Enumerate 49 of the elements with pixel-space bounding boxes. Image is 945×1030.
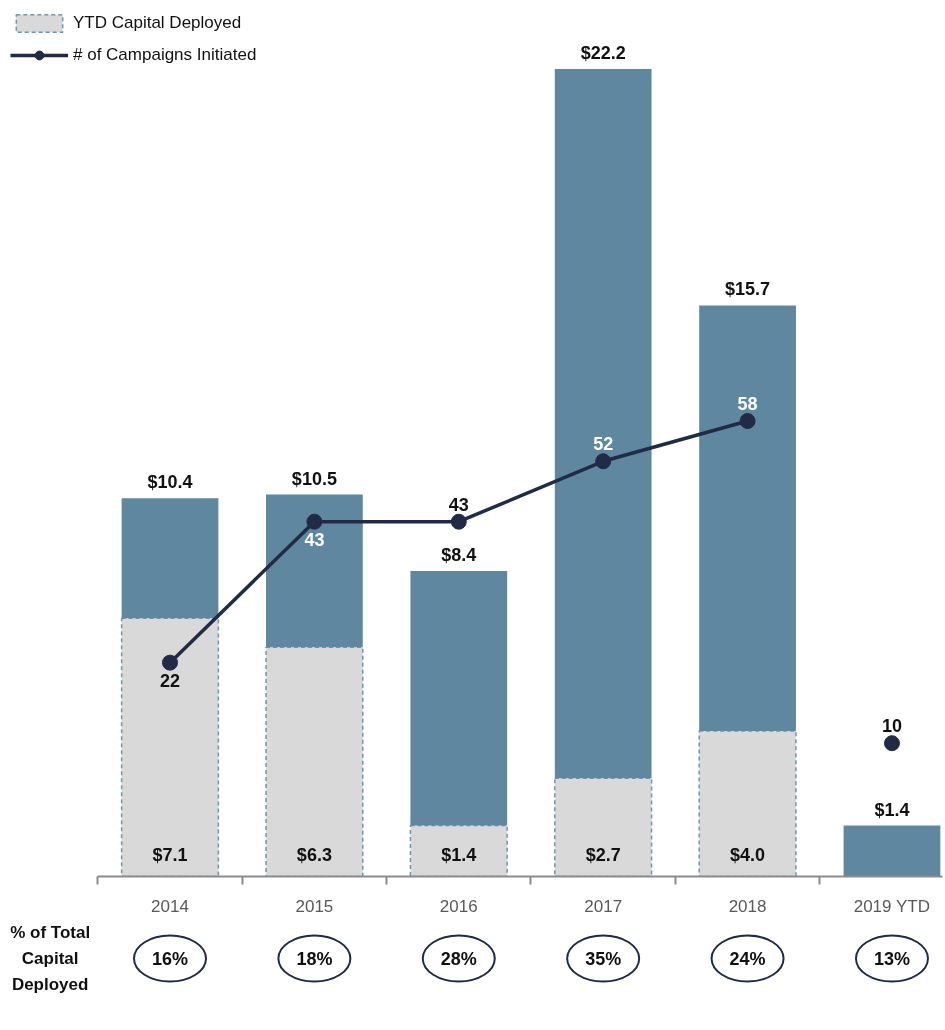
data-label: 10	[881, 716, 902, 737]
data-label: $1.4	[441, 844, 477, 865]
point	[450, 513, 467, 530]
bar	[120, 617, 220, 877]
data-label: $6.3	[296, 844, 332, 865]
text: 18%	[296, 948, 333, 969]
text: 13%	[873, 948, 910, 969]
bar	[698, 730, 797, 877]
total-label: $10.4	[147, 472, 193, 493]
total-label: $8.4	[441, 544, 477, 565]
data-label: $7.1	[152, 844, 188, 865]
bar	[266, 494, 363, 648]
legend-label: YTD Capital Deployed	[73, 13, 242, 33]
bar	[265, 646, 364, 877]
data-label: $4.0	[730, 844, 766, 865]
point	[595, 453, 612, 470]
total-label: $22.2	[580, 43, 626, 64]
data-label: 43	[304, 529, 325, 550]
bar	[410, 570, 508, 826]
text: 28%	[440, 948, 477, 969]
total-label: $15.7	[725, 279, 771, 300]
data-label: 22	[159, 670, 181, 691]
text: % of Total Capital Deployed	[10, 923, 91, 994]
text: 35%	[585, 948, 622, 969]
x-tick-label: 2015	[295, 896, 334, 916]
total-label: $1.4	[874, 799, 910, 820]
x-tick-label: 2018	[728, 896, 767, 916]
x-tick-label: 2014	[151, 896, 189, 916]
point	[739, 413, 756, 430]
point	[162, 654, 178, 671]
point	[306, 513, 323, 530]
bar	[699, 305, 796, 732]
bar	[409, 824, 508, 877]
x-tick-label: 2017	[584, 896, 623, 916]
bar	[843, 825, 941, 877]
x-tick-label: 2016	[439, 896, 478, 916]
legend-label: # of Campaigns Initiated	[73, 45, 257, 65]
data-label: 43	[448, 494, 469, 515]
bar	[121, 498, 219, 619]
data-label: $2.7	[585, 844, 621, 865]
data-label: 58	[737, 394, 758, 415]
text: 24%	[729, 948, 766, 969]
bar	[554, 777, 653, 877]
point	[883, 735, 900, 752]
data-label: 52	[593, 434, 614, 455]
total-label: $10.5	[291, 468, 337, 489]
x-tick-label: 2019 YTD	[853, 896, 930, 916]
bar	[554, 69, 652, 779]
text: 16%	[151, 948, 189, 969]
